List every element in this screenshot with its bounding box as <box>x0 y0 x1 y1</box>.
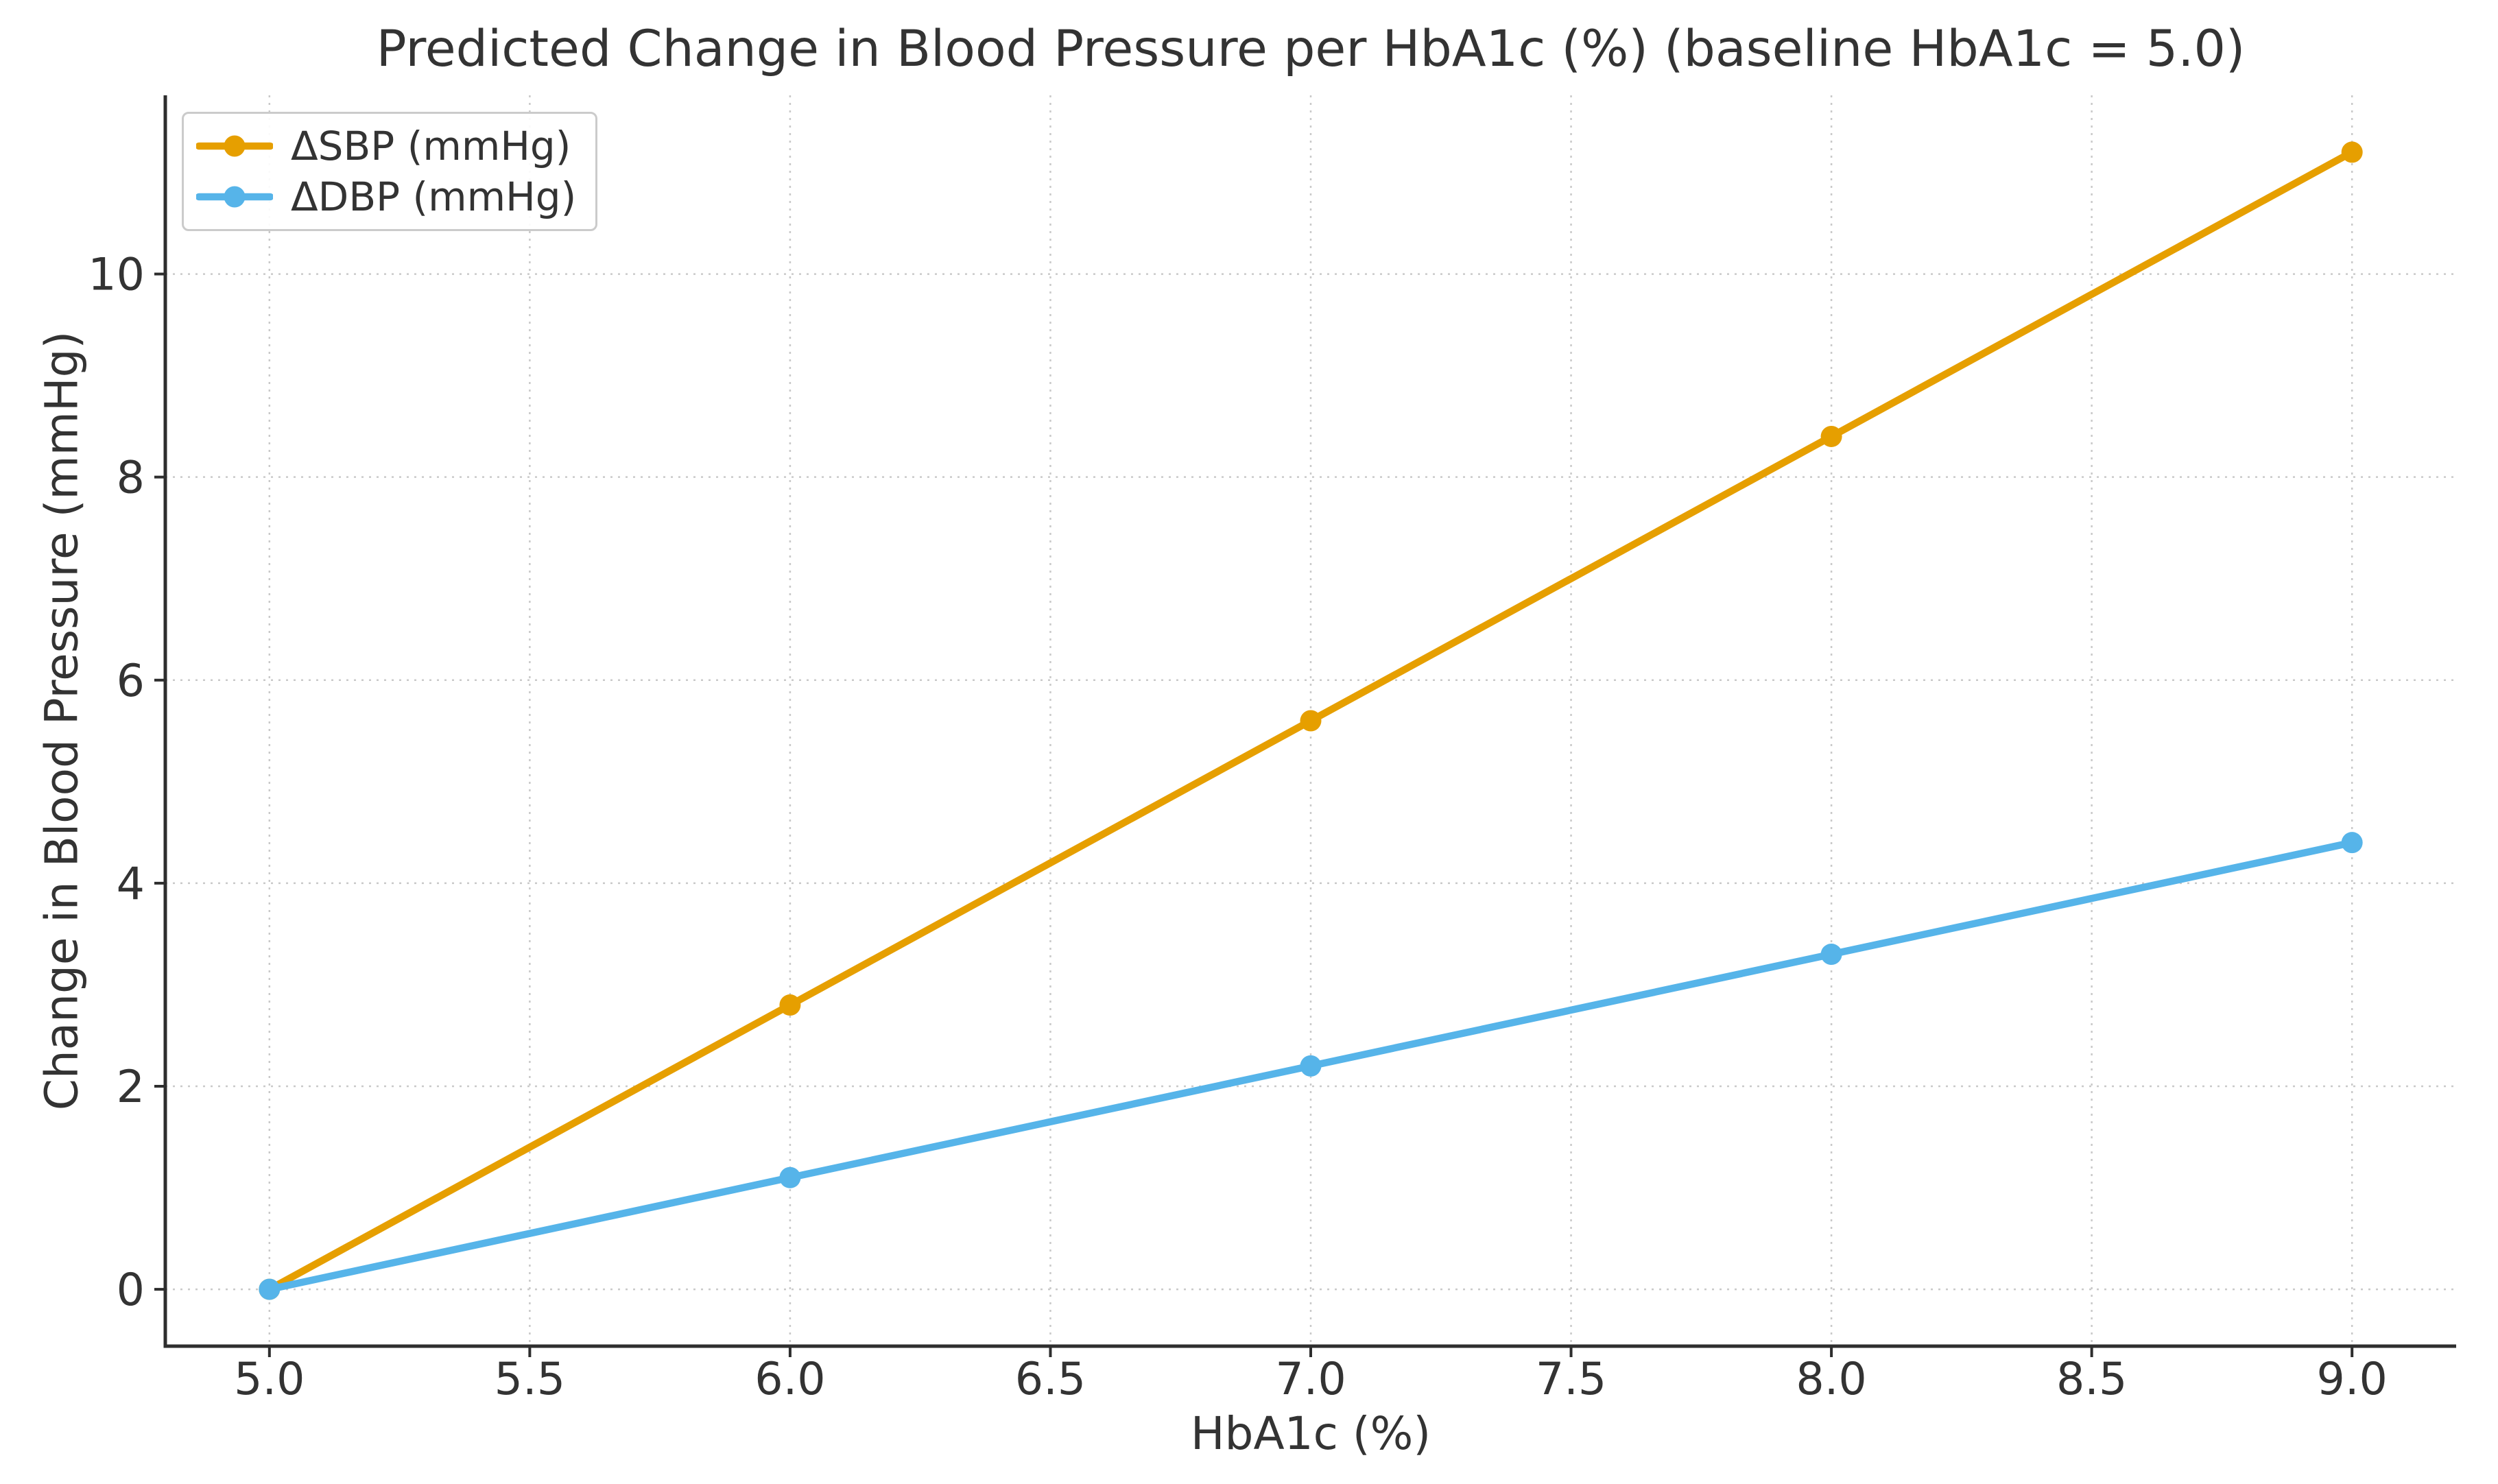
y-tick-label: 8 <box>117 453 145 504</box>
x-tick-label: 6.0 <box>754 1354 825 1405</box>
sbp-data-marker <box>779 994 801 1016</box>
sbp-data-marker <box>1820 425 1842 447</box>
chart-title: Predicted Change in Blood Pressure per H… <box>376 20 2246 78</box>
legend-label-sbp: ΔSBP (mmHg) <box>291 123 571 169</box>
legend-label-dbp: ΔDBP (mmHg) <box>291 173 577 220</box>
dbp-data-marker <box>779 1166 801 1188</box>
y-tick-label: 6 <box>117 656 145 707</box>
x-tick-label: 5.5 <box>495 1354 565 1405</box>
dbp-data-marker <box>1820 944 1842 966</box>
y-tick-label: 10 <box>88 250 145 301</box>
y-tick-label: 2 <box>117 1062 145 1113</box>
x-tick-label: 9.0 <box>2316 1354 2387 1405</box>
sbp-data-marker <box>1300 710 1322 732</box>
sbp-legend-line-icon <box>196 135 273 157</box>
legend-item-sbp: ΔSBP (mmHg) <box>196 121 576 171</box>
x-tick-label: 7.5 <box>1536 1354 1606 1405</box>
dbp-data-marker <box>1300 1055 1322 1077</box>
x-tick-label: 8.5 <box>2056 1354 2127 1405</box>
x-axis-label: HbA1c (%) <box>1190 1407 1431 1460</box>
y-axis-label: Change in Blood Pressure (mmHg) <box>35 331 88 1111</box>
y-tick-label: 0 <box>117 1265 145 1316</box>
dbp-data-marker <box>259 1278 281 1300</box>
dbp-legend-line-icon <box>196 186 273 208</box>
x-tick-label: 8.0 <box>1796 1354 1866 1405</box>
legend-item-dbp: ΔDBP (mmHg) <box>196 171 576 222</box>
dbp-data-marker <box>2341 832 2363 854</box>
legend: ΔSBP (mmHg) ΔDBP (mmHg) <box>182 112 598 231</box>
x-tick-label: 7.0 <box>1275 1354 1346 1405</box>
x-tick-label: 5.0 <box>234 1354 305 1405</box>
y-tick-label: 4 <box>117 859 145 910</box>
x-tick-label: 6.5 <box>1015 1354 1086 1405</box>
sbp-data-marker <box>2341 141 2363 163</box>
